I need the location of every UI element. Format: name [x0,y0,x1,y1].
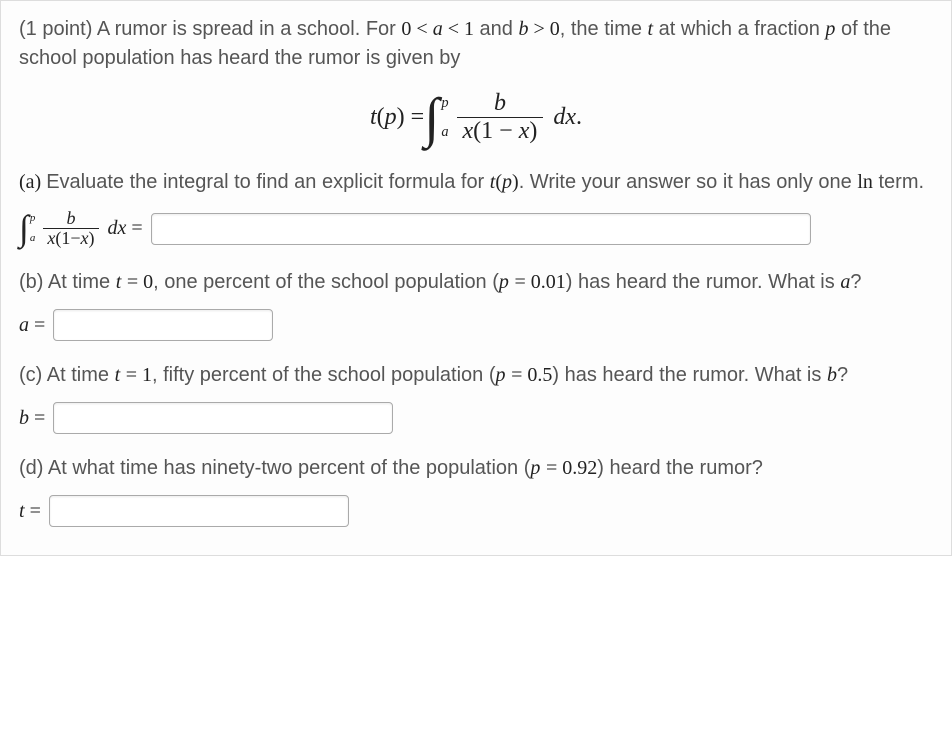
cond-a: 0 < a < 1 [401,18,474,40]
part-a-answer-row: ∫ p a b x(1−x) dx = [19,209,933,248]
eq-lhs: t(p) = [370,100,424,135]
var-p: p [825,18,835,40]
part-b-prompt: (b) At time t = 0, one percent of the sc… [19,268,933,297]
intro-text-1: A rumor is spread in a school. For [97,18,402,40]
part-d-prompt: (d) At what time has ninety-two percent … [19,454,933,483]
part-a-input[interactable] [151,213,811,245]
part-d-lhs: t = [19,497,41,526]
part-c-answer-row: b = [19,402,933,434]
part-d-input[interactable] [49,495,349,527]
intro-text-2: and [474,18,518,40]
integral-bounds: p a [441,96,448,139]
part-a-prompt: (a) Evaluate the integral to find an exp… [19,168,933,197]
part-c-lhs: b = [19,404,45,433]
part-b-input[interactable] [53,309,273,341]
part-c-prompt: (c) At time t = 1, fifty percent of the … [19,361,933,390]
points-label: (1 point) [19,18,97,40]
integrand-fraction: b x(1 − x) [457,91,544,144]
part-b-answer-row: a = [19,309,933,341]
problem-intro: (1 point) A rumor is spread in a school.… [19,15,933,527]
part-c-input[interactable] [53,402,393,434]
cond-b: b > 0 [518,18,559,40]
intro-text-4: at which a fraction [653,18,825,40]
part-d-answer-row: t = [19,495,933,527]
intro-text-3: , the time [560,18,648,40]
dx-term: dx. [547,100,582,135]
part-a-lhs: ∫ p a b x(1−x) dx = [19,209,143,248]
display-equation: t(p) = ∫ p a b x(1 − x) dx. [19,91,933,144]
problem-container: (1 point) A rumor is spread in a school.… [0,0,952,556]
part-b-lhs: a = [19,311,45,340]
integral-sign: ∫ [424,101,439,134]
